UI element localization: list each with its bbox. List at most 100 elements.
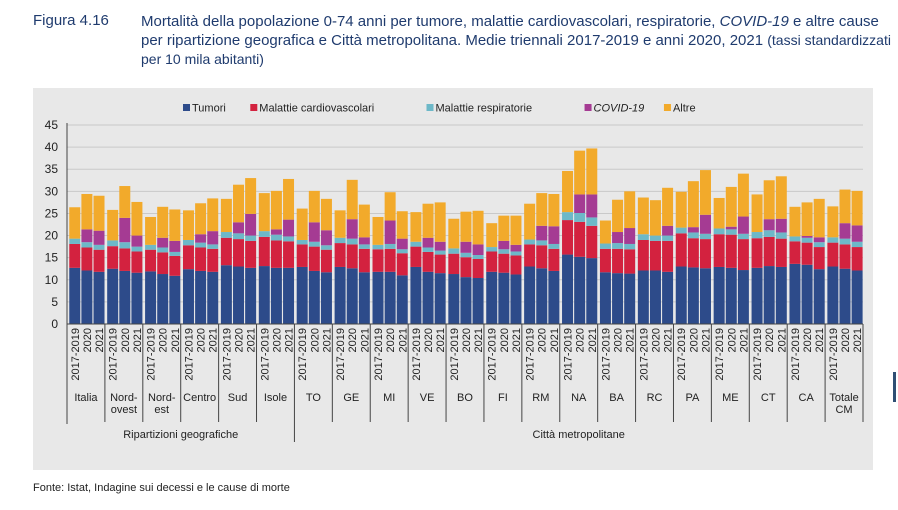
bar-sud-2021-tumori xyxy=(245,267,257,324)
bar-me-2021-resp xyxy=(737,233,749,240)
bar-totale-cm-2021-covid xyxy=(851,225,863,242)
bar-rm-2020-resp xyxy=(536,240,548,246)
bar-pa-2021-cardio xyxy=(699,239,711,269)
bar-pa-2021-altre xyxy=(699,170,711,215)
x-tick-label: 2017-2019 xyxy=(297,328,309,381)
bar-pa-2017-2019-tumori xyxy=(675,266,687,324)
bar-nord-est-2020-resp xyxy=(157,247,169,253)
x-tick-label: 2020 xyxy=(461,328,473,352)
bar-nord-ovest-2021-covid xyxy=(131,235,143,247)
bar-centro-2020-cardio xyxy=(195,247,207,271)
bar-centro-2020-tumori xyxy=(195,270,207,324)
x-tick-label: 2017-2019 xyxy=(828,328,840,381)
bar-centro-2021-altre xyxy=(207,198,219,232)
bar-ba-2017-2019-altre xyxy=(599,220,611,244)
bar-ca-2017-2019-resp xyxy=(789,236,801,242)
x-tick-label: 2017-2019 xyxy=(714,328,726,381)
chart-panel: Tumori Malattie cardiovascolari Malattie r… xyxy=(33,88,873,470)
bar-ca-2021-altre xyxy=(813,198,825,238)
bar-fi-2017-2019-tumori xyxy=(486,271,498,324)
x-tick-label: 2017-2019 xyxy=(563,328,575,381)
x-tick-label: 2021 xyxy=(700,328,712,352)
bar-ge-2017-2019-altre xyxy=(334,210,346,238)
bar-na-2020-cardio xyxy=(574,221,586,257)
x-tick-label: 2021 xyxy=(284,328,296,352)
bar-to-2020-resp xyxy=(308,241,320,247)
bar-isole-2020-cardio xyxy=(270,240,282,268)
macro-group-label: Città metropolitane xyxy=(533,429,625,441)
bar-ba-2021-covid xyxy=(624,228,636,244)
bar-rc-2020-cardio xyxy=(649,240,661,271)
y-tick-label: 20 xyxy=(45,229,59,243)
bar-mi-2021-tumori xyxy=(396,275,408,324)
x-tick-label: 2020 xyxy=(82,328,94,352)
bar-ct-2021-covid xyxy=(775,218,787,233)
x-tick-label: 2020 xyxy=(650,328,662,352)
bar-centro-2017-2019-altre xyxy=(182,210,194,240)
bar-pa-2020-covid xyxy=(687,227,699,233)
legend-swatch-cardio xyxy=(250,104,258,111)
x-tick-label: 2021 xyxy=(94,328,106,352)
group-label: CT xyxy=(761,392,776,404)
bar-nord-est-2017-2019-tumori xyxy=(145,271,157,324)
bar-centro-2021-covid xyxy=(207,231,219,245)
bar-ve-2017-2019-cardio xyxy=(410,246,422,267)
y-tick-label: 5 xyxy=(51,295,58,309)
bar-sud-2020-cardio xyxy=(233,239,245,267)
bar-sud-2017-2019-altre xyxy=(220,198,232,233)
legend-label-altre: Altre xyxy=(673,103,696,115)
bar-bo-2020-covid xyxy=(460,241,472,253)
legend-label-resp: Malattie respiratorie xyxy=(436,103,533,115)
x-tick-label: 2020 xyxy=(385,328,397,352)
bar-fi-2021-altre xyxy=(510,215,522,245)
bar-ve-2021-tumori xyxy=(434,273,446,324)
bar-rc-2017-2019-resp xyxy=(637,234,649,240)
bar-totale-cm-2017-2019-resp xyxy=(827,237,839,243)
group-label: est xyxy=(154,404,169,416)
bar-mi-2017-2019-altre xyxy=(372,216,384,245)
bar-ge-2021-altre xyxy=(358,204,370,238)
bar-totale-cm-2020-altre xyxy=(839,189,851,224)
bar-bo-2017-2019-resp xyxy=(448,248,460,254)
bar-rm-2017-2019-resp xyxy=(524,239,536,245)
bar-nord-ovest-2021-cardio xyxy=(131,251,143,273)
bar-sud-2017-2019-tumori xyxy=(220,265,232,324)
group-label: Nord- xyxy=(148,392,176,404)
macro-group-label: Ripartizioni geografiche xyxy=(123,429,238,441)
bar-italia-2020-covid xyxy=(81,229,93,243)
x-tick-label: 2020 xyxy=(499,328,511,352)
bar-ve-2020-altre xyxy=(422,203,434,238)
group-label: Italia xyxy=(74,392,98,404)
bar-ve-2017-2019-altre xyxy=(410,212,422,242)
bar-pa-2021-covid xyxy=(699,214,711,234)
y-tick-label: 25 xyxy=(45,206,59,220)
x-tick-label: 2021 xyxy=(397,328,409,352)
group-label: ME xyxy=(722,392,739,404)
bar-totale-cm-2020-covid xyxy=(839,223,851,239)
title-italic: COVID-19 xyxy=(719,13,789,30)
bar-isole-2021-resp xyxy=(283,236,295,242)
bar-isole-2020-covid xyxy=(270,229,282,235)
x-tick-label: 2021 xyxy=(208,328,220,352)
x-tick-label: 2021 xyxy=(814,328,826,352)
bar-na-2020-tumori xyxy=(574,256,586,324)
bar-fi-2020-altre xyxy=(498,215,510,241)
bar-sud-2021-resp xyxy=(245,235,257,241)
x-tick-label: 2020 xyxy=(764,328,776,352)
bar-italia-2020-altre xyxy=(81,193,93,230)
bar-na-2021-covid xyxy=(586,194,598,218)
bar-ca-2020-covid xyxy=(801,235,813,238)
bar-fi-2020-cardio xyxy=(498,253,510,273)
bar-pa-2021-resp xyxy=(699,233,711,240)
bar-totale-cm-2021-resp xyxy=(851,241,863,248)
bar-ba-2020-resp xyxy=(612,243,624,249)
bar-nord-ovest-2017-2019-altre xyxy=(107,209,119,241)
bar-italia-2017-2019-resp xyxy=(69,238,81,244)
bar-na-2021-cardio xyxy=(586,225,598,259)
figure-label: Figura 4.16 xyxy=(33,12,109,29)
legend-swatch-covid xyxy=(584,104,592,111)
bar-isole-2020-resp xyxy=(270,234,282,241)
bar-to-2017-2019-cardio xyxy=(296,244,308,267)
bar-nord-ovest-2021-altre xyxy=(131,201,143,236)
bar-me-2017-2019-tumori xyxy=(713,266,725,324)
